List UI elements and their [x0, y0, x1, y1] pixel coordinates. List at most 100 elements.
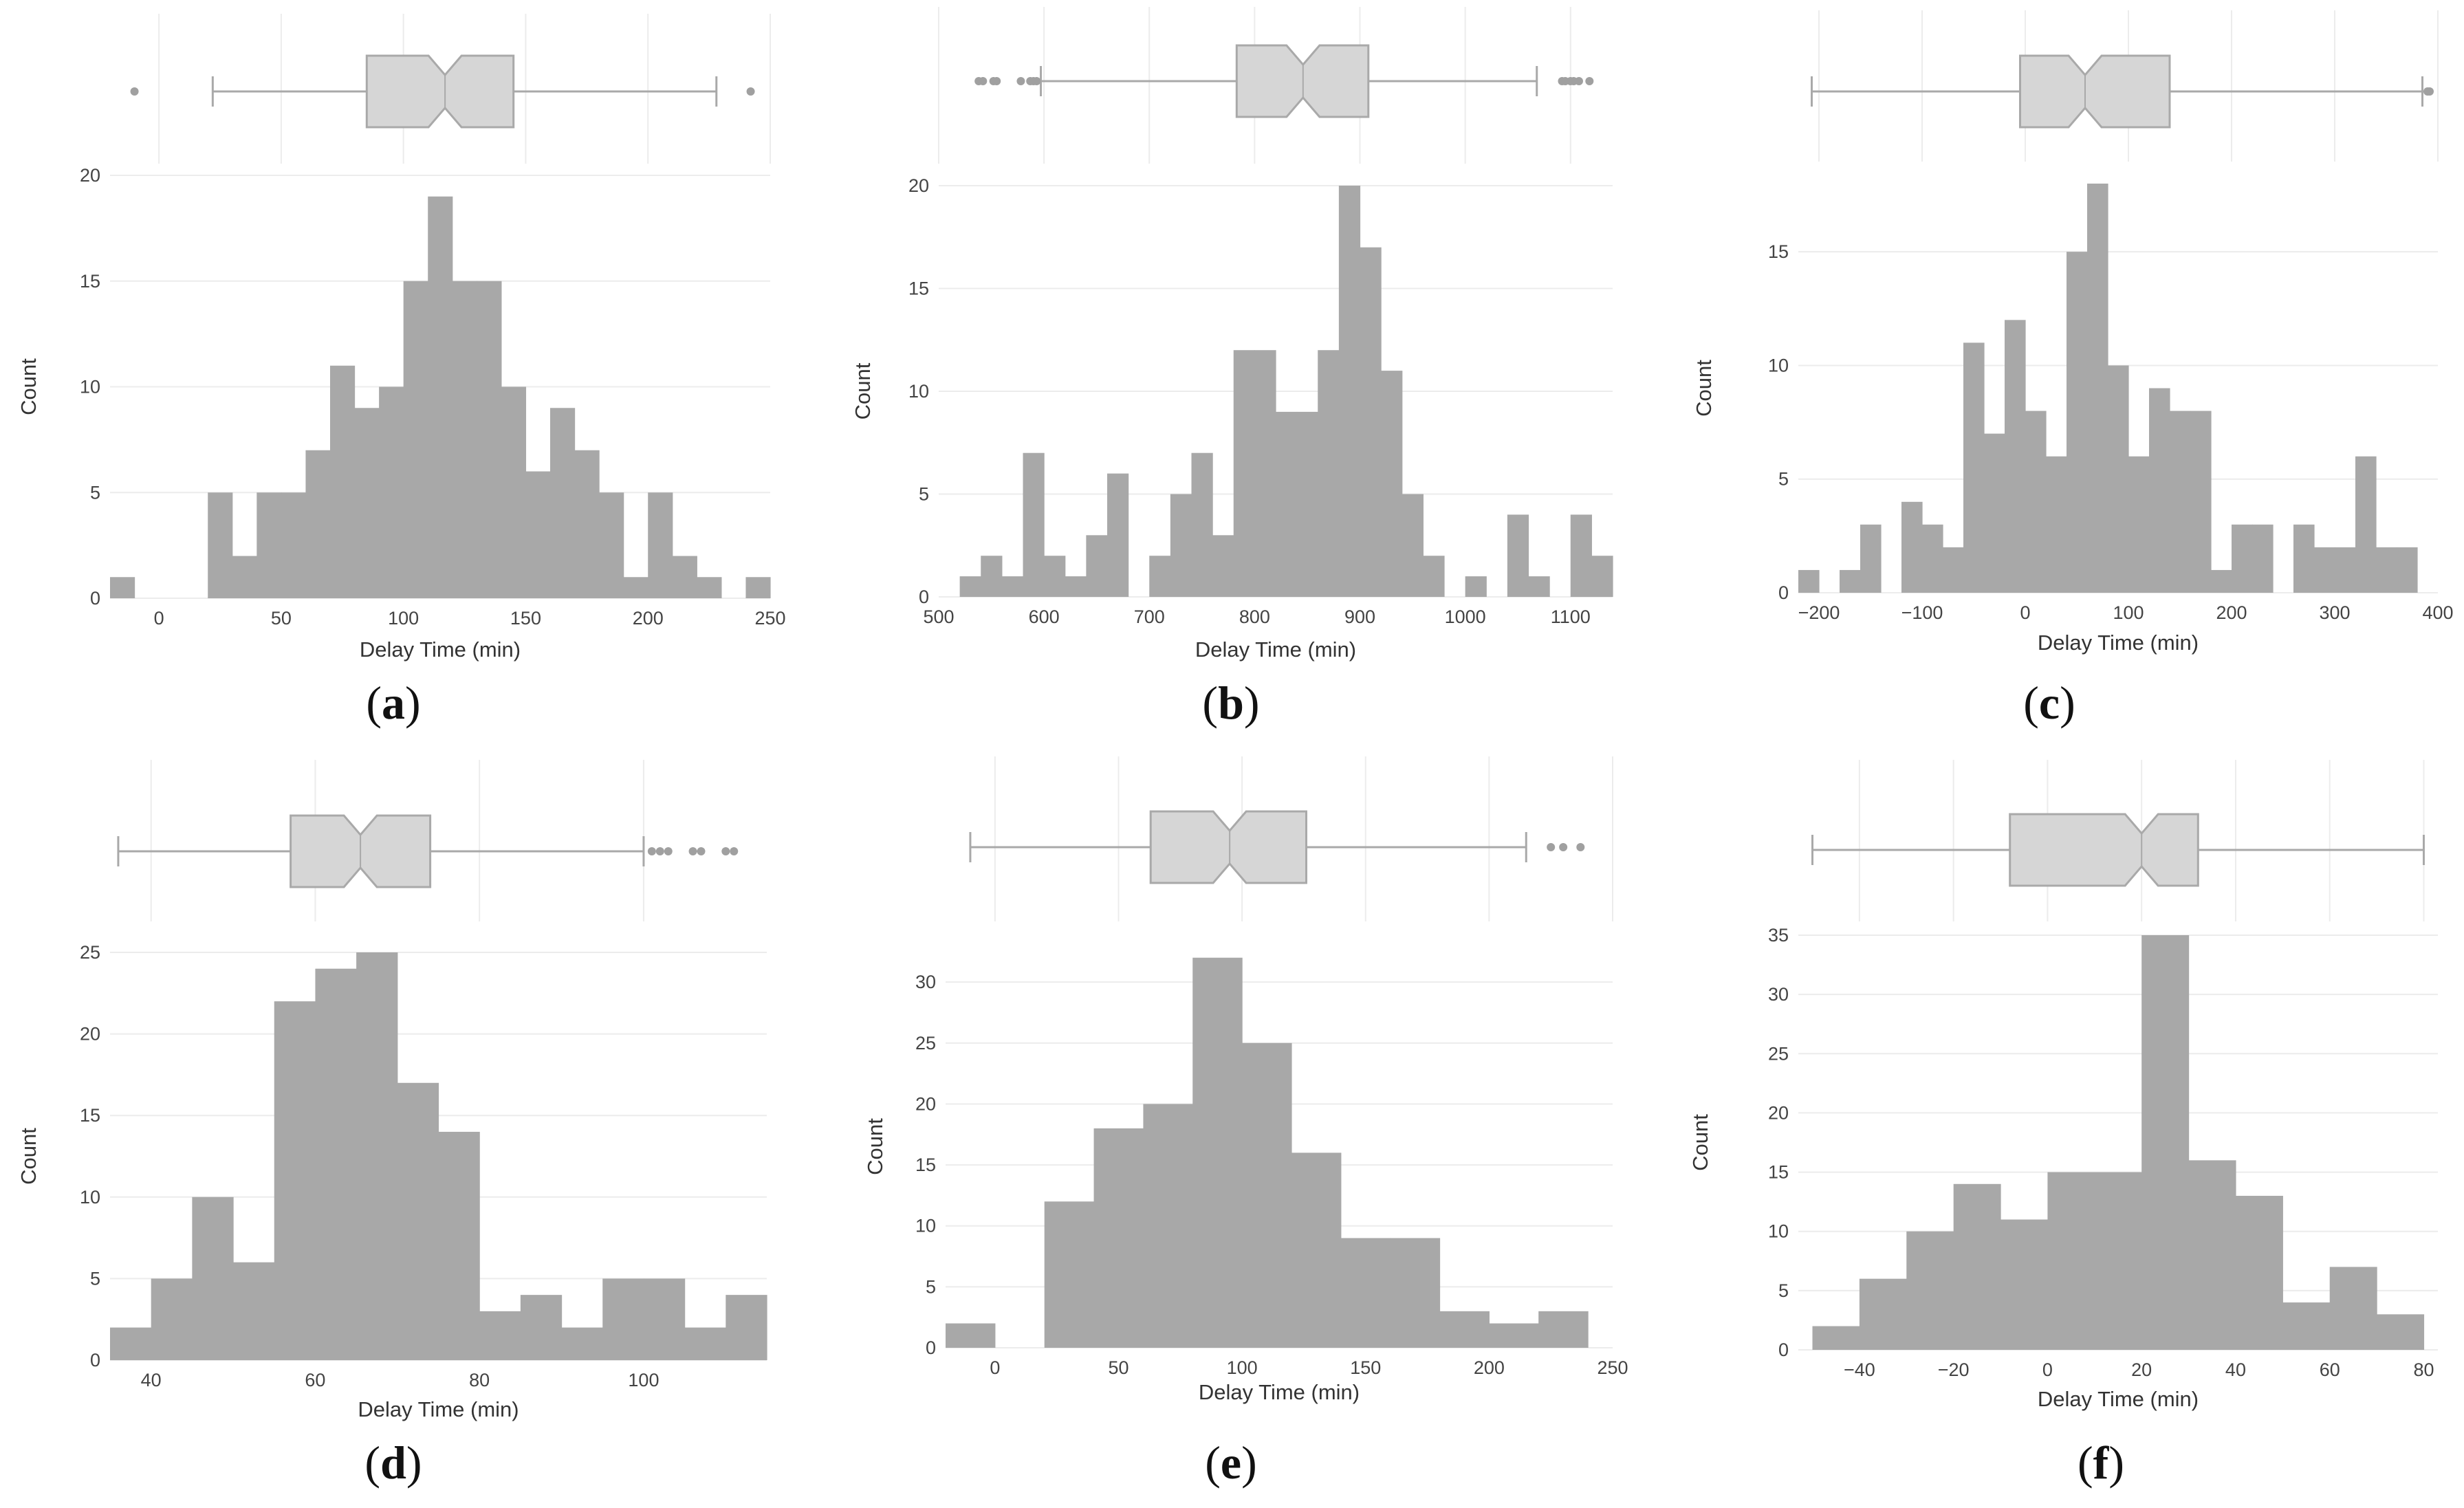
y-tick-label: 15: [915, 1155, 936, 1175]
box-outlier: [1032, 77, 1041, 85]
y-axis-title: Count: [1688, 1114, 1712, 1171]
histogram-bar: [1538, 1311, 1589, 1348]
histogram-bar: [2377, 1314, 2425, 1350]
histogram-bar: [2025, 411, 2047, 593]
histogram-bar: [1906, 1231, 1954, 1350]
x-tick-label: 150: [510, 608, 541, 629]
y-tick-label: 10: [80, 1187, 100, 1208]
box-outlier: [1585, 77, 1594, 85]
histogram-bar: [520, 1295, 563, 1360]
histogram-bar: [354, 408, 380, 598]
histogram-bar: [1390, 1238, 1441, 1348]
histogram-bar: [643, 1278, 686, 1360]
histogram-bar: [452, 281, 477, 598]
x-tick-label: −100: [1901, 602, 1943, 623]
y-axis-title: Count: [17, 358, 41, 415]
histogram-bar: [1143, 1104, 1193, 1348]
box-outlier: [730, 847, 739, 855]
y-tick-label: 5: [90, 482, 100, 503]
x-tick-label: 200: [633, 608, 664, 629]
histogram-bar: [1191, 452, 1213, 597]
y-tick-label: 5: [926, 1276, 936, 1297]
histogram-bar: [1086, 535, 1108, 597]
panel-label-close: ): [406, 1436, 422, 1489]
histogram-bar: [356, 952, 398, 1360]
panel-label: (f): [2078, 1436, 2124, 1489]
y-axis-title: Count: [1692, 360, 1716, 417]
histogram-bar: [1953, 1183, 2001, 1350]
histogram-bar: [477, 281, 502, 598]
histogram-bar: [403, 281, 428, 598]
box-outlier: [130, 87, 139, 96]
x-axis-title: Delay Time (min): [360, 637, 521, 662]
histogram-bar: [397, 1082, 439, 1360]
histogram-bar: [1439, 1311, 1490, 1348]
box-outlier: [1576, 843, 1585, 851]
y-tick-label: 25: [1768, 1043, 1789, 1064]
histogram-bar: [1233, 350, 1255, 597]
y-tick-label: 10: [1768, 355, 1789, 375]
y-axis-title: Count: [851, 362, 875, 419]
y-tick-label: 20: [1768, 1102, 1789, 1123]
panel-e: 0 5 10 15 20 25 30 0 50 100 150 200 250 Delay Time (m…: [863, 756, 1628, 1489]
y-tick-label: 0: [90, 1350, 100, 1370]
histogram-bar: [2170, 411, 2191, 593]
y-tick-label: 5: [1778, 1280, 1789, 1301]
panel-label-open: (: [2023, 677, 2039, 729]
panel-label-letter: a: [382, 677, 405, 729]
histogram-bar: [2282, 1302, 2331, 1350]
histogram-bar: [1489, 1323, 1539, 1348]
histogram-bar: [2335, 547, 2356, 593]
y-tick-label: 5: [919, 484, 929, 505]
x-axis-title: Delay Time (min): [1195, 637, 1356, 662]
histogram-bar: [1402, 494, 1424, 597]
histogram-bar: [232, 556, 257, 598]
histogram-bar: [438, 1131, 480, 1360]
histogram-bar: [599, 492, 624, 598]
histogram-bar: [2329, 1267, 2377, 1350]
histogram-bar: [2047, 1172, 2095, 1350]
x-tick-label: 40: [2225, 1359, 2246, 1380]
y-tick-label: 35: [1768, 925, 1789, 946]
panel-label-letter: b: [1218, 677, 1244, 729]
x-tick-label: 100: [1227, 1357, 1258, 1378]
histogram-bar: [2252, 524, 2274, 593]
histogram-bar: [274, 1001, 316, 1360]
y-tick-label: 0: [1778, 1340, 1789, 1360]
histogram-bar: [281, 492, 307, 598]
panel-label-close: ): [2108, 1436, 2124, 1489]
histogram-bar: [1812, 1326, 1860, 1350]
histogram-bar: [2067, 252, 2088, 593]
histogram-bar: [2211, 569, 2232, 593]
panel-label-open: (: [366, 677, 382, 729]
histogram-bar: [110, 1327, 152, 1360]
histogram-bar: [1296, 411, 1318, 597]
y-tick-label: 15: [908, 278, 929, 299]
histogram-bar: [1044, 556, 1066, 597]
y-axis-title: Count: [17, 1128, 41, 1185]
histogram-bar: [550, 408, 576, 598]
box-outlier: [664, 847, 673, 855]
box-outlier: [1016, 77, 1025, 85]
box-outlier: [647, 847, 656, 855]
histogram-bar: [1591, 556, 1613, 597]
histogram-bar: [1922, 524, 1943, 593]
x-tick-label: −200: [1798, 602, 1840, 623]
y-tick-label: 30: [1768, 984, 1789, 1005]
histogram-bar: [1340, 1238, 1391, 1348]
box-outlier: [1559, 843, 1568, 851]
box-outlier: [979, 77, 988, 85]
histogram-bar: [2141, 935, 2190, 1350]
panel-label-letter: f: [2093, 1436, 2110, 1489]
panel-label-letter: e: [1221, 1436, 1241, 1489]
panel-b: 0 5 10 15 20 500 600 700 800 900 1000 1100 Delay Tim…: [851, 7, 1613, 729]
y-tick-label: 20: [915, 1093, 936, 1114]
y-axis-title: Count: [863, 1118, 887, 1175]
histogram-bar: [257, 492, 282, 598]
histogram-bar: [2188, 1160, 2236, 1350]
y-tick-label: 10: [915, 1216, 936, 1236]
histogram-bar: [1318, 350, 1340, 597]
panel-d: 0 5 10 15 20 25 40 60 80 100 Delay Time (min) Count…: [17, 760, 767, 1489]
